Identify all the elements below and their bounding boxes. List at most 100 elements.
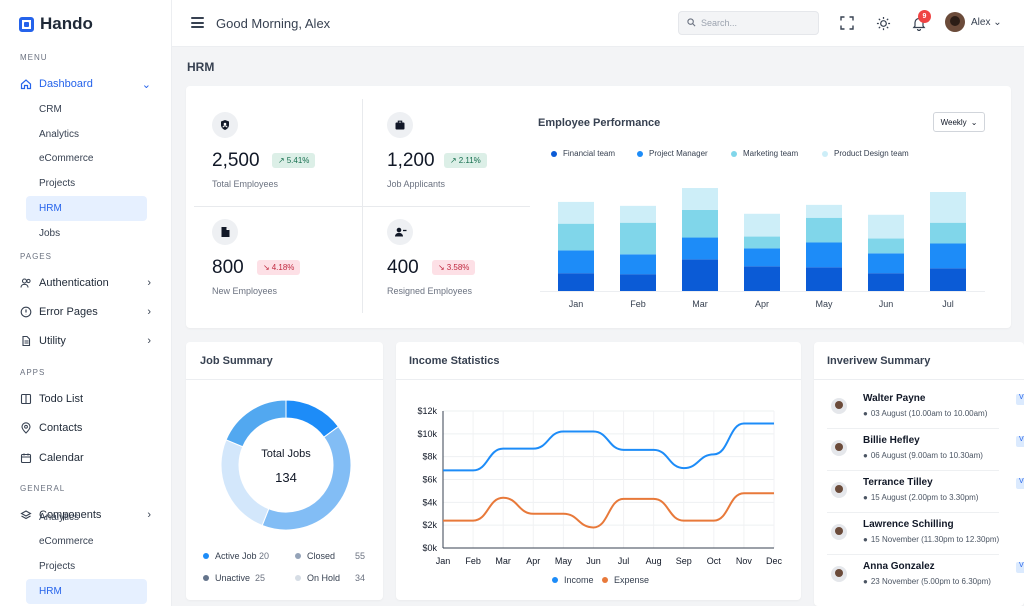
bar-segment xyxy=(868,214,904,239)
stat-value: 2,500 xyxy=(212,150,260,171)
y-tick-label: $8k xyxy=(422,452,437,462)
person-name: Billie Hefley xyxy=(863,435,920,446)
interview-item[interactable]: Lawrence Schilling ● 15 November (11.30pm … xyxy=(827,515,999,555)
stat-change-badge: ↗ 2.11% xyxy=(444,153,487,168)
legend-item[interactable]: Financial team xyxy=(551,149,615,158)
home-icon xyxy=(20,78,32,90)
date-text: 23 November (5.00pm to 6.30pm) xyxy=(870,577,991,586)
period-value: Weekly xyxy=(940,117,967,127)
bar-segment xyxy=(930,243,966,269)
search-icon xyxy=(687,17,696,29)
stat-label: Job Applicants xyxy=(387,179,446,189)
interview-item[interactable]: Terrance Tilley ● 15 August (2.00pm to 3.3… xyxy=(827,473,1024,513)
sidebar-item-calendar[interactable]: Calendar xyxy=(20,449,151,467)
sidebar-subitem-analytics[interactable]: Analytics xyxy=(39,129,80,140)
clock-icon: ● xyxy=(863,493,868,502)
legend-label: Project Manager xyxy=(649,149,708,158)
sidebar-subitem-ecommerce-2[interactable]: eCommerce xyxy=(39,536,94,547)
person-name: Terrance Tilley xyxy=(863,477,933,488)
legend-value: 20 xyxy=(259,551,270,561)
search-input[interactable]: Search... xyxy=(678,11,819,35)
sidebar-item-error-pages[interactable]: Error Pages › xyxy=(20,303,151,321)
sidebar-subitem-analytics-overlap[interactable]: Analytics xyxy=(39,511,80,523)
x-tick-label: Jun xyxy=(586,556,601,566)
user-menu[interactable]: Alex ⌄ xyxy=(971,17,1002,28)
sidebar-item-dashboard[interactable]: Dashboard ⌄ xyxy=(20,75,151,93)
sidebar-subitem-crm[interactable]: CRM xyxy=(39,104,62,115)
card-header xyxy=(396,342,801,380)
sidebar-item-components[interactable]: Components › xyxy=(20,506,151,524)
view-button[interactable]: V xyxy=(1016,394,1024,405)
users-icon xyxy=(20,277,32,289)
sidebar-item-label: Utility xyxy=(39,335,66,347)
top-header: Good Morning, Alex Search... 9 Alex ⌄ xyxy=(172,0,1024,47)
fullscreen-icon[interactable] xyxy=(839,15,855,31)
interview-item[interactable]: Billie Hefley ● 06 August (9.00am to 10.30… xyxy=(827,431,1024,471)
x-tick-label: Feb xyxy=(630,299,646,309)
x-tick-label: Aug xyxy=(646,556,662,566)
job-donut-chart xyxy=(220,399,352,531)
legend-item[interactable]: Project Manager xyxy=(637,149,708,158)
sidebar-subitem-projects-2[interactable]: Projects xyxy=(39,561,76,572)
sidebar-subitem-hrm[interactable]: HRM xyxy=(26,196,147,221)
legend-unactive: Unactive 25 xyxy=(203,573,265,583)
legend-closed: Closed xyxy=(295,551,335,561)
donut-center-value: 134 xyxy=(275,470,297,485)
interview-item[interactable]: Walter Payne ● 03 August (10.00am to 10.00… xyxy=(827,389,1024,429)
sidebar-item-label: Todo List xyxy=(39,393,84,405)
sidebar-item-todo-list[interactable]: Todo List xyxy=(20,390,151,408)
bar-segment xyxy=(868,238,904,254)
legend-dot xyxy=(295,553,301,559)
date-text: 15 November (11.30pm to 12.30pm) xyxy=(870,535,1000,544)
sidebar-subitem-hrm-2[interactable]: HRM xyxy=(26,579,147,604)
sidebar-subitem-jobs[interactable]: Jobs xyxy=(39,228,61,239)
bar-segment xyxy=(620,274,656,291)
bar-segment xyxy=(682,209,718,238)
menu-toggle-icon[interactable] xyxy=(191,17,204,28)
legend-label: Marketing team xyxy=(743,149,799,158)
bar-segment xyxy=(806,217,842,243)
sidebar-subitem-ecommerce[interactable]: eCommerce xyxy=(39,153,94,164)
stat-new-employees: 800 ↘ 4.18% New Employees xyxy=(212,219,362,314)
sidebar-item-authentication[interactable]: Authentication › xyxy=(20,274,151,292)
view-button[interactable]: Vi xyxy=(1016,436,1024,447)
x-tick-label: Feb xyxy=(465,556,481,566)
stat-label: New Employees xyxy=(212,286,278,296)
briefcase-icon xyxy=(387,112,413,138)
legend-label: Income xyxy=(564,575,594,585)
sidebar-item-contacts[interactable]: Contacts xyxy=(20,419,151,437)
brand-logo[interactable]: Hando xyxy=(19,14,93,34)
legend-dot xyxy=(203,575,209,581)
interview-item[interactable]: Anna Gonzalez ● 23 November (5.00pm to 6.3… xyxy=(827,557,1024,597)
view-button[interactable]: Vie xyxy=(1016,478,1024,489)
chevron-right-icon: › xyxy=(147,277,151,289)
pages-section-label: PAGES xyxy=(20,252,52,261)
interview-date: ● 06 August (9.00am to 10.30am) xyxy=(863,451,983,460)
interview-date: ● 23 November (5.00pm to 6.30pm) xyxy=(863,577,991,586)
avatar[interactable] xyxy=(945,12,965,32)
view-button[interactable]: V xyxy=(1016,562,1024,573)
bar-segment xyxy=(682,259,718,291)
stat-value: 1,200 xyxy=(387,150,435,171)
bar-segment xyxy=(682,188,718,210)
period-select[interactable]: Weekly ⌄ xyxy=(933,112,985,132)
stat-change: 5.41% xyxy=(286,156,310,165)
y-tick-label: $6k xyxy=(422,475,437,485)
x-tick-label: Apr xyxy=(526,556,540,566)
search-placeholder: Search... xyxy=(701,18,738,28)
x-tick-label: May xyxy=(555,556,573,566)
legend-item[interactable]: Marketing team xyxy=(731,149,798,158)
legend-dot xyxy=(203,553,209,559)
stat-label: Total Employees xyxy=(212,179,279,189)
bar-segment xyxy=(744,213,780,237)
bar-segment xyxy=(930,268,966,291)
sidebar-item-utility[interactable]: Utility › xyxy=(20,332,151,350)
card-header xyxy=(186,342,383,380)
legend-item[interactable]: Product Design team xyxy=(822,149,909,158)
bar-segment xyxy=(682,237,718,260)
sidebar-subitem-projects[interactable]: Projects xyxy=(39,178,76,189)
legend-label: Active Job xyxy=(215,551,257,561)
alert-circle-icon xyxy=(20,306,32,318)
sun-icon[interactable] xyxy=(875,15,891,31)
person-name: Anna Gonzalez xyxy=(863,561,935,572)
